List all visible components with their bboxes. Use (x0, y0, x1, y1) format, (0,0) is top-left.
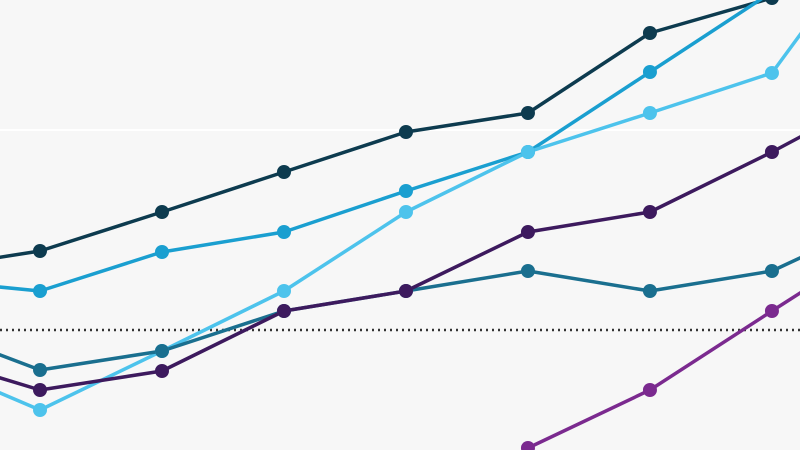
data-point (276, 225, 291, 239)
data-point (155, 364, 170, 378)
data-point (764, 304, 779, 318)
data-point (398, 205, 413, 219)
data-point (764, 66, 779, 80)
data-point (33, 284, 48, 298)
data-point (642, 65, 657, 79)
data-point (33, 403, 48, 417)
data-point (642, 284, 657, 298)
data-point (520, 264, 535, 278)
data-point (33, 363, 48, 377)
data-point (642, 205, 657, 219)
data-point (155, 344, 170, 358)
data-point (398, 284, 413, 298)
data-point (520, 145, 535, 159)
data-point (33, 383, 48, 397)
data-point (398, 125, 413, 139)
series-line (527, 290, 800, 450)
data-point (276, 165, 291, 179)
data-point (155, 245, 170, 259)
data-point (520, 225, 535, 239)
data-point (520, 441, 535, 450)
data-point (276, 304, 291, 318)
series-line (0, 0, 763, 293)
data-point (642, 383, 657, 397)
data-point (765, 0, 779, 5)
data-point (276, 284, 291, 298)
data-point (642, 106, 657, 120)
data-point (764, 264, 779, 278)
data-point (33, 244, 48, 258)
data-point (642, 26, 657, 40)
series-line (0, 0, 772, 260)
data-point (764, 145, 779, 159)
data-point (155, 205, 170, 219)
data-point (520, 106, 535, 120)
data-point (398, 184, 413, 198)
